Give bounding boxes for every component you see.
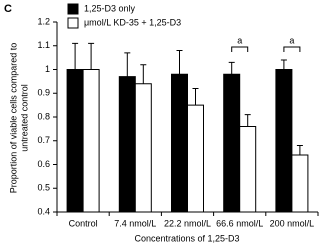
y-axis-label: untreated control xyxy=(19,84,29,152)
error-bar xyxy=(228,61,235,75)
x-tick-label: 7.4 nmol/L xyxy=(114,218,156,228)
x-tick-label: 66.6 nmol/L xyxy=(216,218,263,228)
bar xyxy=(239,126,257,213)
significance-label: a xyxy=(289,35,294,45)
bar xyxy=(223,73,241,213)
y-tick-label: 0.4 xyxy=(37,206,50,216)
error-bar xyxy=(192,88,199,106)
error-bar xyxy=(280,59,287,70)
bar xyxy=(171,73,188,213)
x-axis-label: Concentrations of 1,25-D3 xyxy=(134,233,239,243)
y-tick-label: 1 xyxy=(45,64,50,74)
bar xyxy=(134,83,152,213)
error-bar xyxy=(88,42,95,70)
error-bar xyxy=(176,50,183,75)
error-bar xyxy=(296,145,303,155)
legend-label: 1,25-D3 only xyxy=(84,3,136,13)
legend-label: μmol/L KD-35 + 1,25-D3 xyxy=(84,17,181,27)
bar xyxy=(291,154,309,213)
bar xyxy=(82,69,100,213)
bar xyxy=(275,69,293,213)
y-tick-label: 0.6 xyxy=(37,159,50,169)
significance-bracket xyxy=(283,46,301,52)
bar xyxy=(187,104,204,213)
error-bar xyxy=(72,42,79,70)
panel-label: C xyxy=(4,3,12,15)
x-tick-label: 200 nmol/L xyxy=(270,218,315,228)
bar xyxy=(66,69,84,213)
y-tick-label: 0.9 xyxy=(37,88,50,98)
bar xyxy=(118,76,136,213)
y-tick-label: 0.5 xyxy=(37,183,50,193)
error-bar xyxy=(244,114,251,127)
y-tick-label: 0.8 xyxy=(37,111,50,121)
significance-bracket xyxy=(231,46,249,52)
legend-swatch xyxy=(67,3,79,15)
y-tick-label: 1.2 xyxy=(37,16,50,26)
significance-label: a xyxy=(237,35,242,45)
y-tick-label: 0.7 xyxy=(37,135,50,145)
x-tick-label: Control xyxy=(69,218,98,228)
x-tick-label: 22.2 nmol/L xyxy=(164,218,211,228)
error-bar xyxy=(124,52,131,77)
y-axis-label: Proportion of viable cells compared to xyxy=(8,43,18,194)
y-tick-label: 1.1 xyxy=(37,40,50,50)
legend-swatch xyxy=(67,17,79,29)
error-bar xyxy=(140,64,147,84)
